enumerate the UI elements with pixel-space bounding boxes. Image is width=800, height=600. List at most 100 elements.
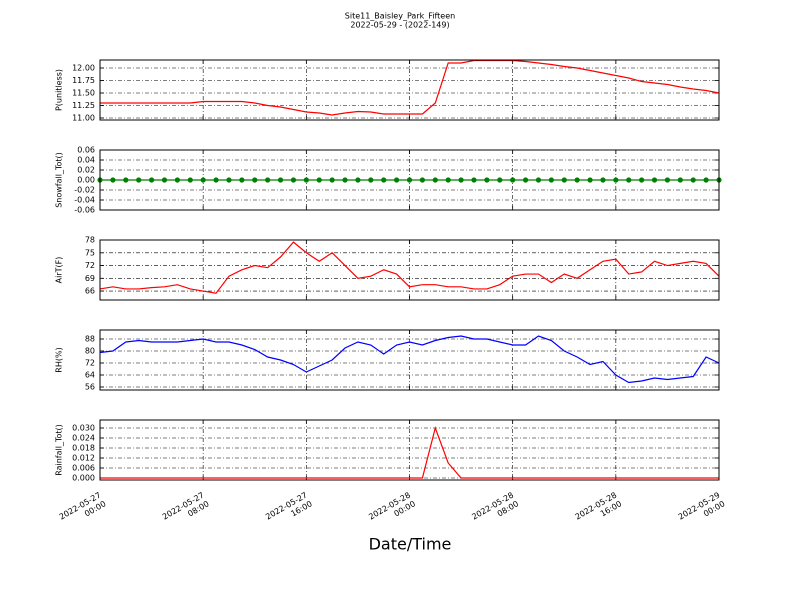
x-tick-label: 2022-05-2900:00 xyxy=(676,490,726,530)
data-point xyxy=(368,177,374,183)
data-point xyxy=(600,177,606,183)
x-tick-label: 2022-05-2800:00 xyxy=(367,490,417,530)
y-tick-label: 0.024 xyxy=(72,434,95,443)
data-point xyxy=(213,177,219,183)
y-tick-label: 88 xyxy=(85,335,95,344)
data-point xyxy=(510,177,516,183)
data-point xyxy=(277,177,284,183)
y-tick-label: 12.00 xyxy=(72,64,95,73)
data-point xyxy=(613,177,619,183)
data-point xyxy=(381,177,387,183)
y-tick-label: -0.06 xyxy=(74,206,95,215)
data-point xyxy=(200,177,206,183)
data-point xyxy=(574,177,580,183)
figure-subtitle: 2022-05-29 - (2022-149) xyxy=(350,21,449,30)
y-tick-label: 11.00 xyxy=(72,114,95,123)
y-tick-label: 0.018 xyxy=(72,444,95,453)
plot-frame xyxy=(99,59,720,121)
data-point xyxy=(651,177,658,183)
data-point xyxy=(329,177,335,183)
data-line xyxy=(99,335,720,384)
data-point xyxy=(316,177,322,183)
y-tick-label: 0.04 xyxy=(77,156,95,165)
y-tick-label: 72 xyxy=(85,261,95,270)
y-tick-label: -0.04 xyxy=(74,196,95,205)
data-point xyxy=(226,177,232,183)
y-tick-label: -0.02 xyxy=(74,186,95,195)
data-line xyxy=(99,241,720,294)
x-tick-label: 2022-05-2708:00 xyxy=(161,490,211,530)
plot-frame xyxy=(99,419,720,481)
y-axis-label: P(unitless) xyxy=(55,69,64,111)
data-point xyxy=(561,177,567,183)
data-point xyxy=(161,177,168,183)
x-tick-label: 2022-05-2716:00 xyxy=(264,490,314,530)
y-tick-label: 78 xyxy=(85,236,95,245)
data-point xyxy=(239,177,245,183)
plot-frame xyxy=(99,329,720,391)
y-tick-label: 64 xyxy=(85,371,95,380)
y-tick-label: 0.000 xyxy=(72,474,95,483)
data-point xyxy=(406,177,413,183)
y-tick-label: 0.02 xyxy=(77,166,95,175)
y-tick-label: 11.75 xyxy=(72,76,95,85)
data-point xyxy=(703,177,709,183)
data-point xyxy=(394,177,400,183)
data-point xyxy=(677,177,683,183)
figure-title: Site11_Baisley_Park_Fifteen xyxy=(345,12,455,21)
y-tick-label: 72 xyxy=(85,359,95,368)
data-point xyxy=(471,177,477,183)
x-axis-label: Date/Time xyxy=(369,535,452,554)
data-point xyxy=(639,177,645,183)
data-point xyxy=(265,177,271,183)
data-point xyxy=(290,177,297,183)
x-tick-label: 2022-05-2816:00 xyxy=(573,490,623,530)
data-point xyxy=(174,177,180,183)
y-tick-label: 11.50 xyxy=(72,89,95,98)
y-tick-label: 11.25 xyxy=(72,101,95,110)
y-tick-label: 0.06 xyxy=(77,146,95,155)
y-axis-label: RH(%) xyxy=(55,347,64,372)
data-point xyxy=(123,177,129,183)
data-point xyxy=(432,177,438,183)
data-point xyxy=(419,177,425,183)
data-point xyxy=(497,177,503,183)
data-point xyxy=(522,177,529,183)
data-point xyxy=(587,177,593,183)
data-point xyxy=(136,177,142,183)
y-tick-label: 69 xyxy=(85,274,95,283)
y-tick-label: 56 xyxy=(85,383,95,392)
data-line xyxy=(100,59,720,116)
data-point xyxy=(445,177,451,183)
y-axis-label: Snowfall_Tot() xyxy=(55,152,64,208)
data-point xyxy=(664,177,671,183)
y-tick-label: 0.030 xyxy=(72,424,95,433)
data-line xyxy=(100,425,719,479)
y-tick-label: 80 xyxy=(85,347,95,356)
y-tick-label: 0.006 xyxy=(72,464,95,473)
y-tick-label: 75 xyxy=(85,248,95,257)
data-point xyxy=(303,177,309,183)
y-tick-label: 0.00 xyxy=(77,176,95,185)
plot-frame xyxy=(99,149,720,211)
plot-frame xyxy=(99,239,720,301)
data-point xyxy=(548,177,554,183)
data-point xyxy=(342,177,348,183)
y-tick-label: 0.012 xyxy=(72,454,95,463)
data-point xyxy=(690,177,696,183)
data-point xyxy=(252,177,258,183)
x-tick-label: 2022-05-2700:00 xyxy=(57,490,107,530)
data-point xyxy=(484,177,490,183)
data-point xyxy=(458,177,464,183)
data-point xyxy=(626,177,632,183)
data-point xyxy=(355,177,361,183)
data-point xyxy=(110,177,116,183)
data-point xyxy=(187,177,193,183)
y-tick-label: 66 xyxy=(85,287,95,296)
y-axis-label: AirT(F) xyxy=(55,257,64,284)
x-tick-label: 2022-05-2808:00 xyxy=(470,490,520,530)
y-axis-label: Rainfall_Tot() xyxy=(55,424,64,476)
data-point xyxy=(535,177,542,183)
data-point xyxy=(148,177,155,183)
